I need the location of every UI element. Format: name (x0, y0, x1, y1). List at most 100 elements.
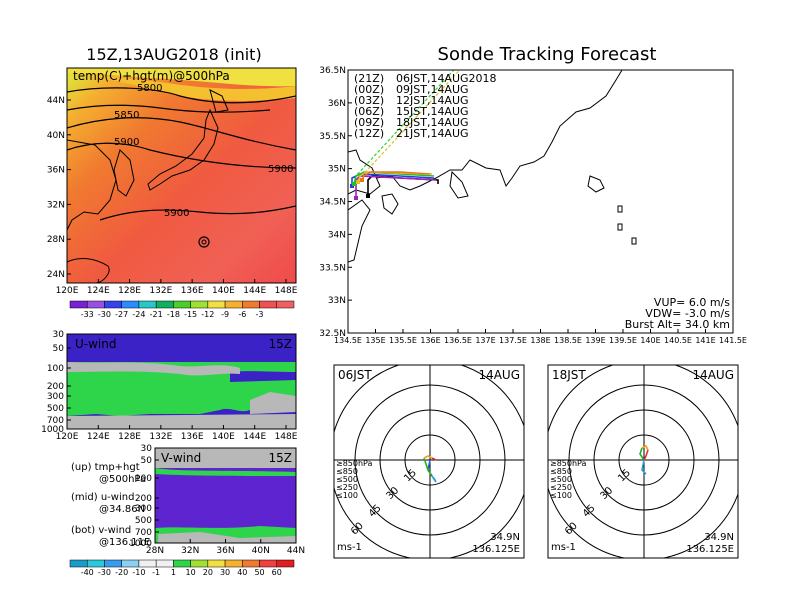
right-lat-label-0: 36.5N (319, 66, 346, 76)
left-lon-label-6: 144E (243, 286, 266, 296)
temp-colorbar-label-0: -33 (81, 310, 94, 319)
contour-label-5900b: 5900 (268, 164, 293, 175)
legend-time-4: 18JST,14AUG (396, 116, 469, 129)
left-map-lat-ticks: 44N 40N 36N 32N 28N 24N (47, 96, 71, 280)
temp-colorbar-cell-0 (69, 300, 88, 309)
hodo2-unit: ms-1 (551, 542, 576, 553)
right-lon-label-1: 135E (365, 336, 385, 345)
vw-p-label-6: 700 (135, 528, 152, 538)
wind-colorbar-cell-6 (173, 559, 191, 568)
track-5 (361, 171, 431, 181)
temp-colorbar-label-4: -21 (150, 310, 163, 319)
vw-p-label-0: 30 (141, 444, 153, 454)
wind-colorbar-cell-7 (190, 559, 209, 568)
uw-lon-label-6: 144E (243, 432, 266, 442)
right-lon-label-0: 134.5E (334, 336, 362, 345)
uw-p-label-3: 200 (47, 382, 64, 392)
wind-colorbar-label-8: 30 (220, 568, 230, 577)
vw-lat-label-2: 36N (216, 546, 234, 556)
wind-colorbar-cell-2 (104, 559, 122, 568)
track-map-lat-ticks: 36.5N 36N 35.5N 35N 34.5N 34N 33.5N 33N 32.5N (319, 66, 352, 339)
uw-p-label-1: 50 (53, 344, 65, 354)
coastline-south (67, 258, 110, 283)
right-lat-label-3: 35N (328, 165, 346, 175)
uw-lon-label-3: 132E (149, 432, 172, 442)
contour-5850b (67, 117, 296, 151)
legend-time-5: 21JST,14AUG (396, 127, 469, 140)
vw-p-label-3: 200 (135, 494, 152, 504)
temp-colorbar-cell-5 (155, 300, 174, 309)
uwind-gray-band (67, 362, 240, 376)
wind-colorbar-cell-3 (121, 559, 140, 568)
coast-ise (449, 170, 469, 199)
right-lon-label-7: 138E (530, 336, 550, 345)
info-vup: VUP= 6.0 m/s (654, 296, 730, 309)
uw-p-label-4: 300 (47, 392, 64, 402)
uwind-time: 15Z (269, 337, 293, 351)
vw-p-label-2: 100 (135, 474, 152, 484)
wind-colorbar-label-1: -30 (98, 568, 111, 577)
temp-colorbar-label-9: -6 (238, 310, 246, 319)
wind-colorbar-cell-1 (86, 559, 105, 568)
legend-time-1: 09JST,14AUG (396, 83, 469, 96)
uwind-green (67, 362, 296, 416)
hodo1-level-0: ≥850hPa (336, 459, 373, 468)
right-lat-label-2: 35.5N (319, 132, 346, 142)
contour-label-5900a: 5900 (114, 137, 139, 148)
vw-lat-label-4: 44N (287, 546, 305, 556)
hodo1-level-1: ≤850 (336, 467, 358, 476)
right-lat-label-8: 32.5N (319, 329, 346, 339)
legend-time-2: 12JST,14AUG (396, 94, 469, 107)
hodo2-loc1: 34.9N (704, 532, 734, 543)
temp-colorbar-label-5: -18 (167, 310, 180, 319)
track-end-4 (356, 180, 360, 184)
track-end-1 (354, 196, 358, 200)
left-map-lon-ticks: 120E 124E 128E 132E 136E 140E 144E 148E (56, 279, 298, 296)
coast-izu (587, 175, 605, 193)
uw-p-label-6: 700 (47, 416, 64, 426)
hodo2-loc2: 136.125E (686, 544, 734, 555)
hodo1-time: 06JST (338, 368, 372, 382)
vwind-green-top (155, 468, 296, 476)
hodo2-level-3: ≤250 (550, 483, 572, 492)
track-extension-yellow (357, 70, 461, 181)
note-up2: @500hPa (99, 474, 146, 485)
temp-colorbar-cell-12 (276, 300, 295, 309)
legend-time-0: 06JST,14AUG2018 (396, 72, 497, 85)
hodo2-level-2: ≤500 (550, 475, 572, 484)
hodo1-hodo-seg-1 (431, 475, 437, 483)
temp-map (67, 68, 296, 283)
temp-colorbar-label-7: -12 (201, 310, 214, 319)
temp-colorbar-label-1: -30 (98, 310, 111, 319)
left-lon-label-3: 132E (149, 286, 172, 296)
hodo2-date: 14AUG (692, 368, 734, 382)
wind-colorbar-label-3: -10 (132, 568, 145, 577)
temp-colorbar-cell-3 (121, 300, 140, 309)
uw-p-label-5: 500 (47, 404, 64, 414)
uw-lon-label-2: 128E (118, 432, 141, 442)
right-title: Sonde Tracking Forecast (438, 44, 657, 65)
info-vdw: VDW= -3.0 m/s (645, 307, 730, 320)
wind-colorbar-cell-9 (224, 559, 243, 568)
sonde-tracks (350, 171, 439, 200)
uwind-frame (66, 333, 297, 430)
wind-colorbar-label-11: 60 (272, 568, 282, 577)
right-lon-label-14: 141.5E (719, 336, 747, 345)
left-lat-label-2: 36N (47, 166, 65, 176)
legend-time-3: 15JST,14AUG (396, 105, 469, 118)
left-title: 15Z,13AUG2018 (init) (86, 45, 261, 64)
hodo2-time: 18JST (552, 368, 586, 382)
wind-colorbar-cell-5 (155, 559, 174, 568)
wind-colorbar-cell-12 (276, 559, 295, 568)
vwind-gray-bottom (158, 532, 296, 543)
vw-lat-label-3: 40N (252, 546, 270, 556)
vw-p-label-7: 1000 (129, 539, 152, 549)
temp-colorbar-cell-8 (207, 300, 226, 309)
wind-colorbar-label-0: -40 (81, 568, 94, 577)
left-lat-label-0: 44N (47, 96, 65, 106)
note-bot2: @136.11E (99, 537, 150, 548)
cool-zone (67, 74, 296, 101)
